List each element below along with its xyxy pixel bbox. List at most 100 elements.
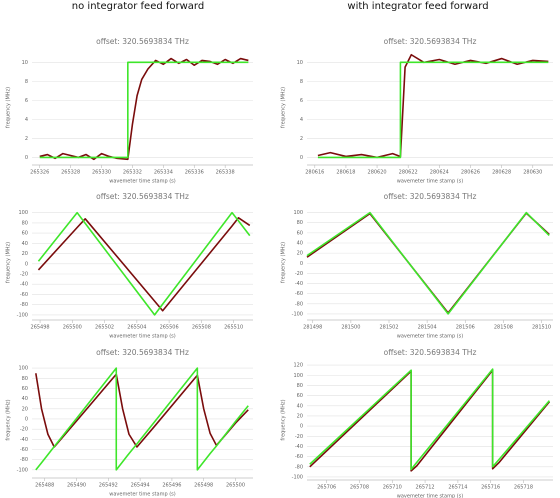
y-tick-label: -100: [292, 311, 303, 317]
x-tick-label: 281508: [494, 325, 513, 331]
x-tick-label: 265504: [127, 325, 146, 331]
y-tick-label: 80: [297, 220, 303, 226]
x-tick-label: 265508: [192, 325, 211, 331]
x-tick-label: 265336: [185, 170, 204, 176]
y-tick-label: 120: [293, 363, 303, 369]
x-axis-label: wavemeter time stamp (s): [109, 179, 176, 185]
x-tick-label: 280616: [305, 170, 324, 176]
x-tick-label: 265332: [123, 170, 142, 176]
x-tick-label: 265714: [448, 485, 467, 491]
y-tick-label: -80: [20, 302, 28, 308]
column-header: with integrator feed forward: [347, 1, 488, 12]
series-line: [317, 53, 549, 159]
y-tick-label: 6: [300, 98, 303, 104]
y-axis-label: frequency (MHz): [6, 87, 12, 128]
x-tick-label: 265338: [216, 170, 235, 176]
y-tick-label: 100: [18, 366, 28, 372]
x-tick-label: 265498: [31, 325, 50, 331]
y-tick-label: -60: [20, 447, 28, 453]
x-tick-label: 265510: [224, 325, 243, 331]
y-tick-label: 0: [300, 155, 303, 161]
x-axis-label: wavemeter time stamp (s): [397, 334, 464, 340]
x-tick-label: 280626: [461, 170, 480, 176]
y-tick-label: 60: [297, 230, 303, 236]
y-tick-label: 40: [297, 240, 303, 246]
y-tick-label: -20: [295, 434, 303, 440]
y-tick-label: 4: [300, 117, 303, 123]
chart-title: offset: 320.5693834 THz: [384, 348, 477, 357]
x-tick-label: 280622: [399, 170, 418, 176]
y-tick-label: 40: [22, 241, 28, 247]
x-tick-label: 280620: [368, 170, 387, 176]
x-tick-label: 265716: [481, 485, 500, 491]
y-tick-label: 20: [22, 406, 28, 412]
x-tick-label: 265502: [95, 325, 114, 331]
x-tick-label: 265498: [194, 483, 213, 489]
y-tick-label: -40: [295, 281, 303, 287]
chart-title: offset: 320.5693834 THz: [96, 37, 189, 46]
y-tick-label: 100: [293, 373, 303, 379]
x-tick-label: 281500: [341, 325, 360, 331]
y-tick-label: 10: [297, 60, 303, 66]
x-axis-label: wavemeter time stamp (s): [397, 179, 464, 185]
series-line: [317, 61, 549, 159]
x-tick-label: 265328: [61, 170, 80, 176]
y-tick-label: -80: [20, 457, 28, 463]
y-tick-label: 20: [22, 251, 28, 257]
x-tick-label: 281498: [303, 325, 322, 331]
y-tick-label: 80: [297, 383, 303, 389]
y-tick-label: -20: [20, 427, 28, 433]
y-tick-label: -80: [295, 464, 303, 470]
series-line: [35, 367, 249, 471]
y-tick-label: 0: [25, 416, 28, 422]
y-tick-label: -40: [20, 282, 28, 288]
x-tick-label: 281510: [532, 325, 551, 331]
x-tick-label: 265712: [416, 485, 435, 491]
y-tick-label: -60: [295, 454, 303, 460]
y-tick-label: 80: [22, 220, 28, 226]
y-tick-label: 0: [300, 424, 303, 430]
series-line: [35, 373, 249, 448]
chart-title: offset: 320.5693834 THz: [96, 192, 189, 201]
y-tick-label: 6: [25, 98, 28, 104]
x-tick-label: 265334: [154, 170, 173, 176]
y-tick-label: 2: [300, 136, 303, 142]
chart-title: offset: 320.5693834 THz: [384, 192, 477, 201]
y-tick-label: -40: [295, 444, 303, 450]
x-tick-label: 265718: [514, 485, 533, 491]
x-tick-label: 265326: [30, 170, 49, 176]
chart-title: offset: 320.5693834 THz: [384, 37, 477, 46]
x-tick-label: 265330: [92, 170, 111, 176]
x-axis-label: wavemeter time stamp (s): [397, 494, 464, 498]
y-axis-label: frequency (MHz): [281, 399, 287, 440]
y-tick-label: 80: [22, 376, 28, 382]
x-tick-label: 265706: [317, 485, 336, 491]
x-tick-label: 265506: [160, 325, 179, 331]
x-tick-label: 265500: [226, 483, 245, 489]
x-tick-label: 281504: [418, 325, 437, 331]
series-line: [306, 211, 550, 315]
x-tick-label: 280628: [492, 170, 511, 176]
series-line: [39, 61, 249, 159]
series-line: [37, 211, 251, 316]
series-line: [39, 57, 249, 161]
y-tick-label: 10: [22, 60, 28, 66]
y-tick-label: 4: [25, 117, 28, 123]
y-tick-label: -100: [292, 474, 303, 480]
y-tick-label: -20: [295, 271, 303, 277]
x-tick-label: 265496: [162, 483, 181, 489]
y-tick-label: -60: [20, 292, 28, 298]
y-tick-label: -40: [20, 437, 28, 443]
x-tick-label: 265488: [35, 483, 54, 489]
series-line: [309, 368, 550, 471]
y-tick-label: 40: [22, 396, 28, 402]
y-tick-label: 0: [300, 261, 303, 267]
y-tick-label: 60: [22, 231, 28, 237]
x-tick-label: 265490: [67, 483, 86, 489]
x-tick-label: 265708: [350, 485, 369, 491]
y-tick-label: 0: [25, 155, 28, 161]
y-tick-label: -100: [17, 467, 28, 473]
x-tick-label: 265710: [383, 485, 402, 491]
x-tick-label: 280630: [523, 170, 542, 176]
